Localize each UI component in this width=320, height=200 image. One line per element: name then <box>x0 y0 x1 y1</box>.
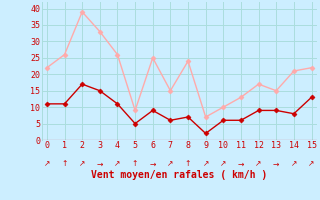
Text: ↗: ↗ <box>167 159 173 168</box>
Text: →: → <box>273 159 279 168</box>
Text: ↗: ↗ <box>291 159 297 168</box>
Text: →: → <box>97 159 103 168</box>
Text: ↗: ↗ <box>44 159 50 168</box>
Text: →: → <box>238 159 244 168</box>
Text: ↗: ↗ <box>308 159 315 168</box>
Text: ↗: ↗ <box>220 159 227 168</box>
Text: ↑: ↑ <box>132 159 138 168</box>
Text: ↗: ↗ <box>114 159 121 168</box>
Text: ↑: ↑ <box>185 159 191 168</box>
X-axis label: Vent moyen/en rafales ( km/h ): Vent moyen/en rafales ( km/h ) <box>91 170 267 180</box>
Text: ↗: ↗ <box>203 159 209 168</box>
Text: ↗: ↗ <box>79 159 85 168</box>
Text: ↗: ↗ <box>255 159 262 168</box>
Text: ↑: ↑ <box>61 159 68 168</box>
Text: →: → <box>149 159 156 168</box>
